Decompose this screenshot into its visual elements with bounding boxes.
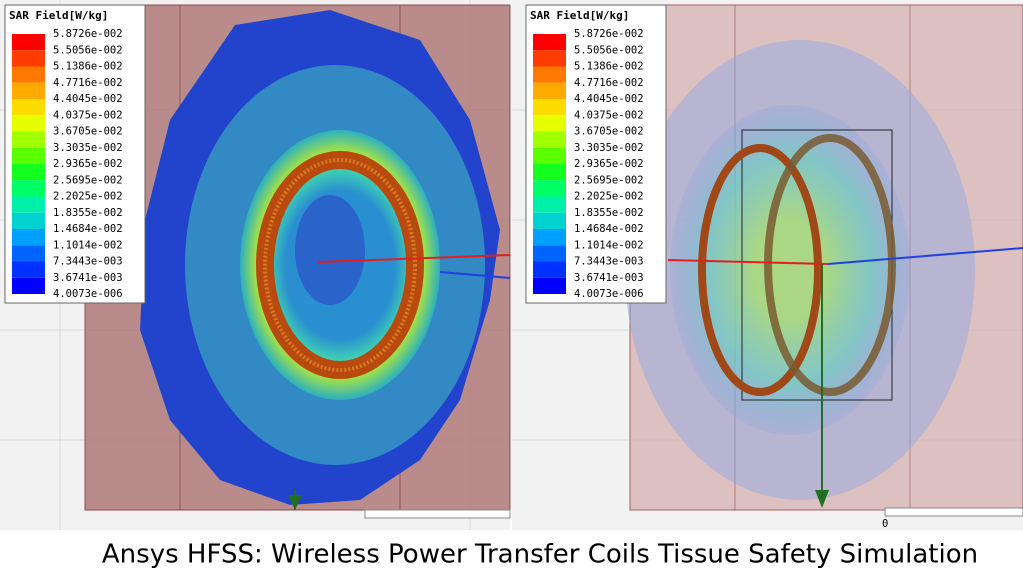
left-scene (0, 0, 511, 530)
legend-swatch (533, 99, 566, 116)
legend-label: 5.1386e-002 (574, 61, 644, 73)
legend-label: 3.6705e-002 (53, 126, 123, 138)
legend-swatch (533, 196, 566, 213)
legend-swatch (12, 147, 45, 164)
legend-swatch (12, 34, 45, 51)
legend-swatch (12, 245, 45, 262)
legend-swatch (12, 229, 45, 246)
legend-title: SAR Field[W/kg] (9, 9, 108, 22)
legend-swatch (533, 115, 566, 132)
legends: SAR Field[W/kg] 5.8726e-002 5.5056e-002 5.1… (4, 4, 667, 304)
legend-label: 2.2025e-002 (53, 191, 123, 203)
legend-swatch (12, 82, 45, 99)
legend-label: 1.4684e-002 (574, 223, 644, 235)
legend-label: 3.3035e-002 (574, 142, 644, 154)
legend-swatch (533, 180, 566, 197)
legend-swatch (12, 196, 45, 213)
legend-swatch (12, 66, 45, 83)
legend-swatch (533, 164, 566, 181)
legend-label: 4.7716e-002 (53, 77, 123, 89)
legend-swatch (533, 277, 566, 294)
legend-swatch (533, 229, 566, 246)
legend-label: 1.4684e-002 (53, 223, 123, 235)
legend-swatch (533, 131, 566, 148)
legend-label: 2.5695e-002 (574, 174, 644, 186)
legend-swatch (12, 212, 45, 229)
legend-label: 2.2025e-002 (574, 191, 644, 203)
legend-label: 1.8355e-002 (574, 207, 644, 219)
legend-label: 2.9365e-002 (53, 158, 123, 170)
legend-swatch (533, 212, 566, 229)
legend-swatch (533, 66, 566, 83)
legend-label: 4.0375e-002 (53, 109, 123, 121)
legend-label: 5.5056e-002 (53, 44, 123, 56)
legend-swatch (533, 82, 566, 99)
legend-label: 2.5695e-002 (53, 174, 123, 186)
legend-swatch (12, 131, 45, 148)
legend-swatch (533, 245, 566, 262)
legend-label: 4.7716e-002 (574, 77, 644, 89)
legend-label: 2.9365e-002 (574, 158, 644, 170)
legend-title: SAR Field[W/kg] (530, 9, 629, 22)
legend-swatch (12, 277, 45, 294)
legend-label: 5.1386e-002 (53, 61, 123, 73)
legend-label: 7.3443e-003 (574, 256, 644, 268)
legend-label: 1.1014e-002 (53, 239, 123, 251)
legend-swatch (533, 261, 566, 278)
legend-label: 5.8726e-002 (574, 28, 644, 40)
legend-swatch (12, 164, 45, 181)
legend-label: 4.0073e-006 (53, 288, 123, 300)
legend-label: 3.6741e-003 (53, 272, 123, 284)
axis-label: 0 (882, 518, 888, 530)
caption: Ansys HFSS: Wireless Power Transfer Coil… (102, 540, 978, 570)
legend-label: 1.1014e-002 (574, 239, 644, 251)
legend-label: 3.6705e-002 (574, 126, 644, 138)
legend-label: 5.8726e-002 (53, 28, 123, 40)
legend-label: 4.4045e-002 (574, 93, 644, 105)
legend-label: 5.5056e-002 (574, 44, 644, 56)
legend-label: 7.3443e-003 (53, 256, 123, 268)
legend-swatch (12, 261, 45, 278)
legend-label: 4.4045e-002 (53, 93, 123, 105)
legend-label: 3.3035e-002 (53, 142, 123, 154)
legend-label: 4.0073e-006 (574, 288, 644, 300)
legend-swatch (12, 50, 45, 67)
legend-swatch (533, 34, 566, 51)
legend-label: 1.8355e-002 (53, 207, 123, 219)
legend-swatch (533, 147, 566, 164)
legend-label: 4.0375e-002 (574, 109, 644, 121)
legend-swatch (12, 99, 45, 116)
legend-swatch (12, 115, 45, 132)
legend-swatch (533, 50, 566, 67)
legend-label: 3.6741e-003 (574, 272, 644, 284)
legend-swatch (12, 180, 45, 197)
